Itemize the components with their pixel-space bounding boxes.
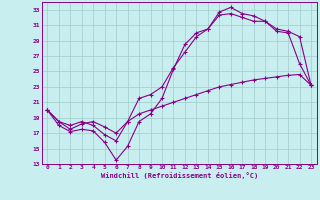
X-axis label: Windchill (Refroidissement éolien,°C): Windchill (Refroidissement éolien,°C) [100,172,258,179]
